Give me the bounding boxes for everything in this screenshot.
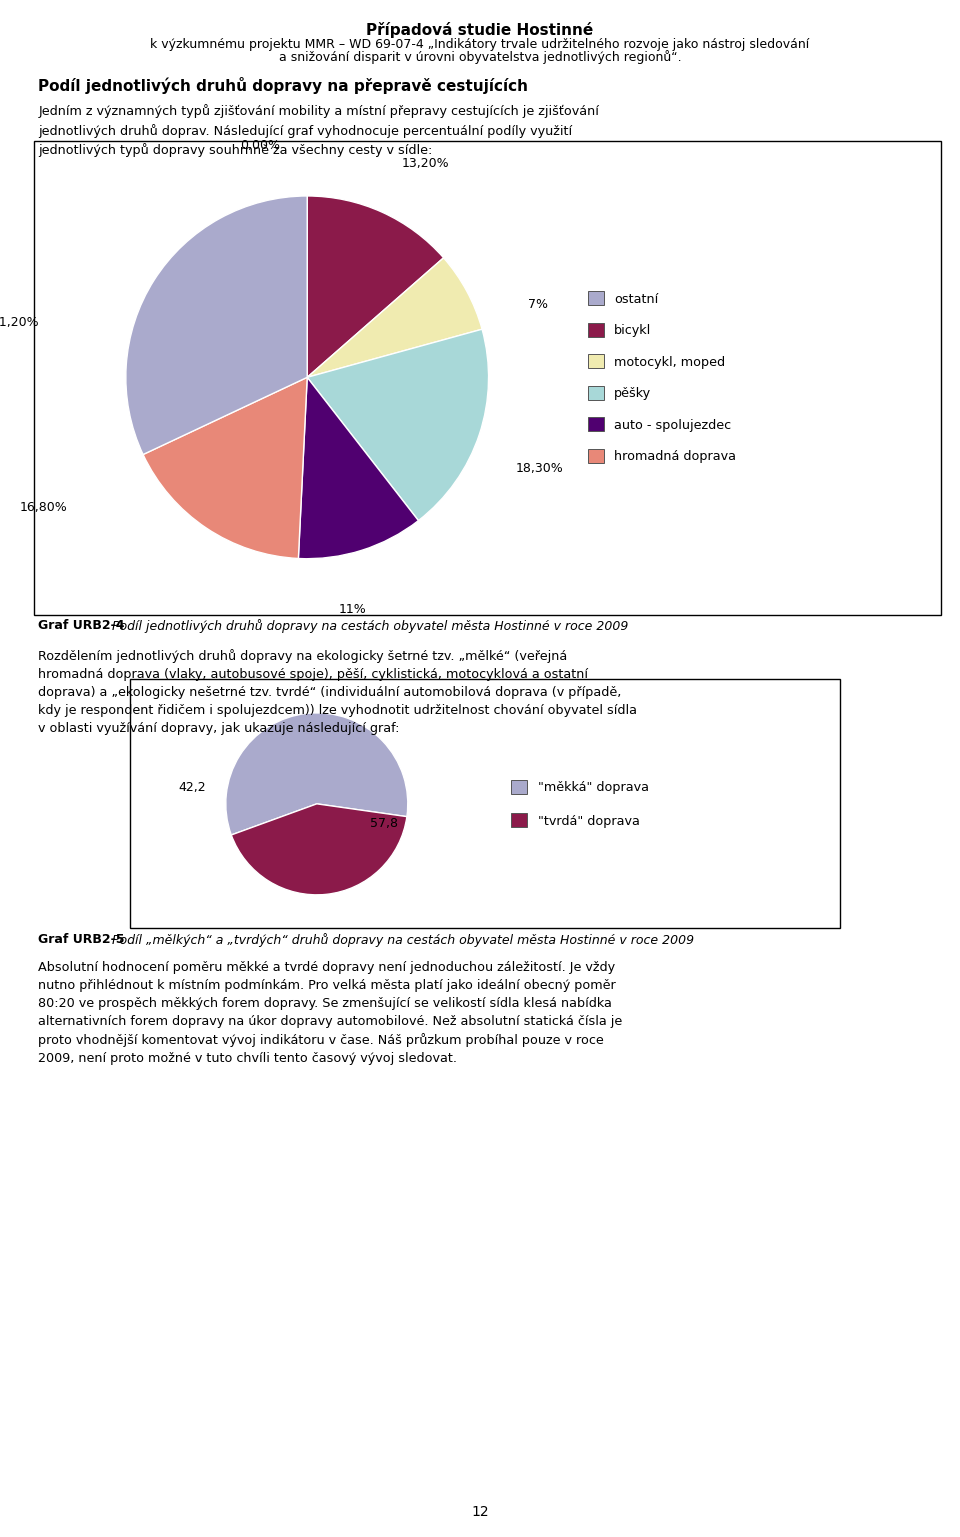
Legend: ostatní, bicykl, motocykl, moped, pěšky, auto - spolujezdec, hromadná doprava: ostatní, bicykl, motocykl, moped, pěšky,… (583, 286, 741, 469)
Text: Podíl jednotlivých druhů dopravy na přepravě cestujících: Podíl jednotlivých druhů dopravy na přep… (38, 77, 528, 94)
Text: Rozdělením jednotlivých druhů dopravy na ekologicky šetrné tzv. „mělké“ (veřejná: Rozdělením jednotlivých druhů dopravy na… (38, 649, 637, 735)
Text: 11%: 11% (339, 603, 367, 616)
Text: a snižování disparit v úrovni obyvatelstva jednotlivých regionů“.: a snižování disparit v úrovni obyvatelst… (278, 49, 682, 65)
Wedge shape (226, 713, 408, 835)
Text: k výzkumnému projektu MMR – WD 69-07-4 „Indikátory trvale udržitelného rozvoje j: k výzkumnému projektu MMR – WD 69-07-4 „… (151, 37, 809, 51)
Text: 12: 12 (471, 1505, 489, 1519)
Text: 16,80%: 16,80% (20, 501, 68, 515)
Wedge shape (307, 258, 482, 378)
Text: Podíl „mělkých“ a „tvrdých“ druhů dopravy na cestách obyvatel města Hostinné v r: Podíl „mělkých“ a „tvrdých“ druhů doprav… (108, 933, 695, 947)
Text: Graf URB2-4: Graf URB2-4 (38, 619, 125, 632)
Wedge shape (307, 197, 444, 378)
Wedge shape (126, 197, 307, 455)
Text: 0,00%: 0,00% (240, 138, 280, 152)
Text: Případová studie Hostinné: Případová studie Hostinné (367, 22, 593, 38)
Text: Podíl jednotlivých druhů dopravy na cestách obyvatel města Hostinné v roce 2009: Podíl jednotlivých druhů dopravy na cest… (108, 619, 629, 633)
Text: 7%: 7% (528, 298, 548, 312)
Wedge shape (143, 378, 307, 558)
Legend: "měkká" doprava, "tvrdá" doprava: "měkká" doprava, "tvrdá" doprava (506, 775, 654, 833)
Text: 31,20%: 31,20% (0, 317, 38, 329)
Text: 18,30%: 18,30% (516, 461, 564, 475)
Wedge shape (307, 329, 489, 521)
Wedge shape (299, 378, 419, 558)
Text: Graf URB2-5: Graf URB2-5 (38, 933, 125, 945)
Text: 42,2: 42,2 (179, 781, 205, 795)
Text: Jedním z významných typů zjišťování mobility a místní přepravy cestujících je zj: Jedním z významných typů zjišťování mobi… (38, 105, 599, 157)
Text: Absolutní hodnocení poměru měkké a tvrdé dopravy není jednoduchou záležitostí. J: Absolutní hodnocení poměru měkké a tvrdé… (38, 961, 623, 1065)
Text: 57,8: 57,8 (370, 818, 397, 830)
Wedge shape (231, 804, 407, 895)
Text: 13,20%: 13,20% (401, 157, 449, 169)
